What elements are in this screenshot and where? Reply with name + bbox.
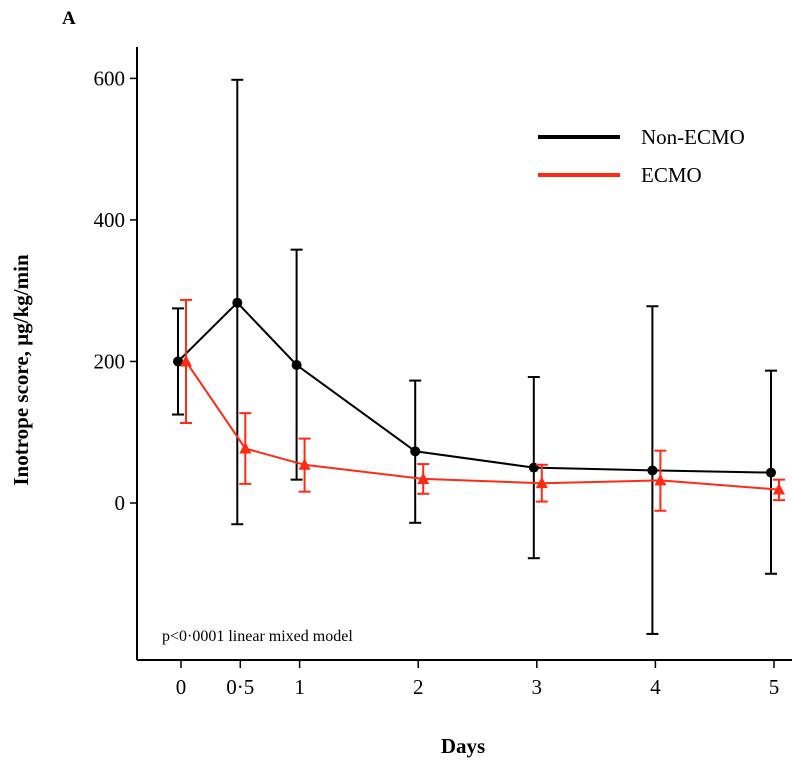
data-point: [239, 442, 252, 454]
legend-label: Non-ECMO: [641, 125, 745, 149]
x-tick-label: 5: [769, 675, 780, 699]
x-tick-label: 1: [294, 675, 305, 699]
data-point: [417, 472, 430, 484]
series-line: [177, 301, 772, 474]
data-point: [173, 356, 183, 367]
data-point: [535, 476, 548, 489]
plot-area: 0 200 400 600 0 0·5 1 2 3 4 5: [94, 47, 792, 699]
x-tick-label: 2: [413, 675, 424, 699]
x-tick-label: 0·5: [226, 675, 254, 699]
data-point: [647, 465, 658, 476]
series-non-ecmo: [172, 78, 777, 635]
x-tick-label: 0: [176, 675, 187, 699]
data-point: [654, 473, 667, 486]
legend-label: ECMO: [641, 163, 702, 187]
data-point: [766, 467, 776, 478]
data-point: [180, 354, 192, 367]
data-point: [298, 458, 311, 470]
x-axis-label: Days: [441, 734, 485, 758]
data-point: [410, 446, 421, 457]
y-axis-label: Inotrope score, µg/kg/min: [9, 254, 33, 486]
data-point: [291, 359, 302, 370]
x-tick-label: 3: [532, 675, 543, 699]
data-point: [773, 483, 785, 495]
legend: Non-ECMO ECMO: [538, 125, 745, 187]
series-ecmo: [180, 298, 785, 512]
y-tick-label: 200: [94, 349, 126, 373]
significance-annotation: p<0·0001 linear mixed model: [162, 628, 353, 645]
y-tick-label: 400: [94, 208, 126, 232]
data-point: [232, 297, 243, 308]
y-tick-label: 600: [94, 66, 126, 90]
panel-label: A: [62, 8, 76, 29]
y-tick-label: 0: [115, 491, 126, 515]
x-tick-label: 4: [650, 675, 661, 699]
